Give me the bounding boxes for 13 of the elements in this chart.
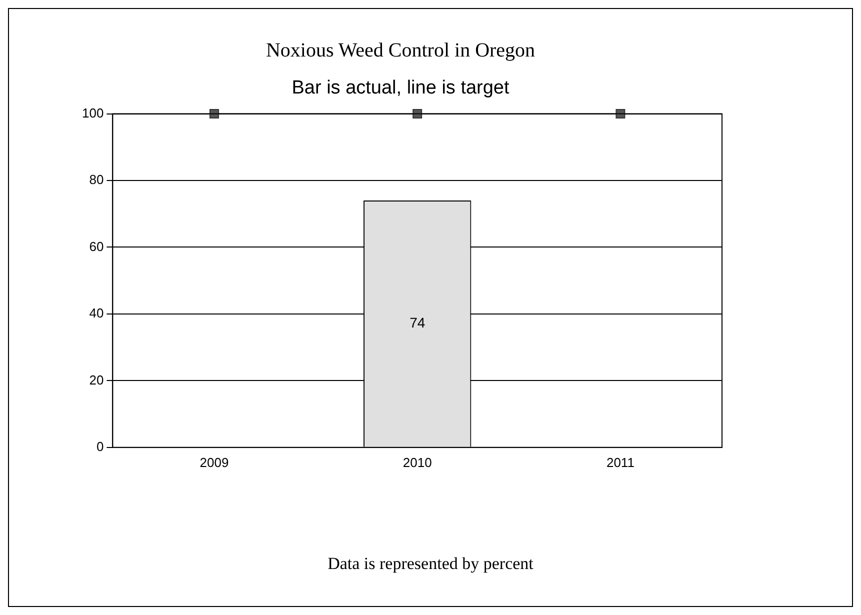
x-tick-label: 2011 [606, 454, 634, 470]
x-tick-label: 2010 [402, 454, 432, 470]
chart-title: Noxious Weed Control in Oregon [266, 39, 536, 62]
y-tick-label: 40 [89, 306, 104, 321]
chart-subtitle: Bar is actual, line is target [292, 78, 510, 99]
data-label: 74 [410, 314, 426, 331]
y-tick-label: 60 [89, 238, 104, 254]
x-tick-label: 2009 [200, 454, 229, 470]
y-tick-label: 80 [89, 172, 104, 188]
y-tick-label: 20 [89, 372, 104, 388]
y-tick-label: 0 [96, 438, 104, 454]
text: Data is represented by percent [326, 554, 534, 574]
y-tick-label: 100 [82, 105, 104, 120]
